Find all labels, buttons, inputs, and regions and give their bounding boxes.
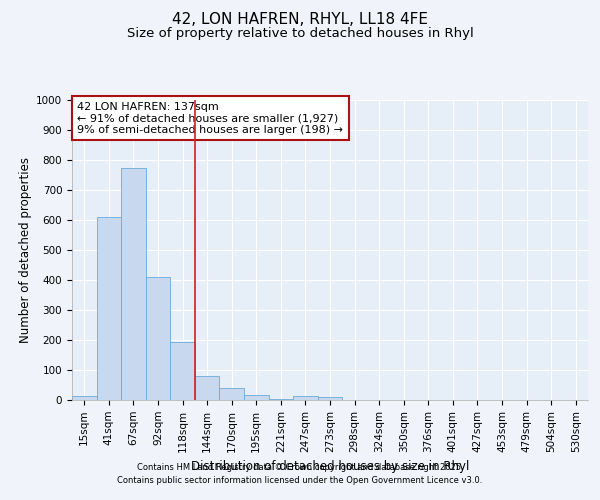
X-axis label: Distribution of detached houses by size in Rhyl: Distribution of detached houses by size … [191, 460, 469, 473]
Bar [121, 168, 146, 400]
Bar [269, 398, 293, 400]
Bar [195, 376, 220, 400]
Bar [244, 394, 269, 400]
Bar [293, 396, 318, 400]
Bar [146, 277, 170, 400]
Bar [318, 397, 342, 400]
Bar [72, 396, 97, 400]
Bar [170, 342, 195, 400]
Text: Contains public sector information licensed under the Open Government Licence v3: Contains public sector information licen… [118, 476, 482, 485]
Bar [97, 217, 121, 400]
Y-axis label: Number of detached properties: Number of detached properties [19, 157, 32, 343]
Text: 42 LON HAFREN: 137sqm
← 91% of detached houses are smaller (1,927)
9% of semi-de: 42 LON HAFREN: 137sqm ← 91% of detached … [77, 102, 343, 134]
Text: 42, LON HAFREN, RHYL, LL18 4FE: 42, LON HAFREN, RHYL, LL18 4FE [172, 12, 428, 28]
Text: Contains HM Land Registry data © Crown copyright and database right 2025.: Contains HM Land Registry data © Crown c… [137, 462, 463, 471]
Bar [220, 388, 244, 400]
Text: Size of property relative to detached houses in Rhyl: Size of property relative to detached ho… [127, 28, 473, 40]
